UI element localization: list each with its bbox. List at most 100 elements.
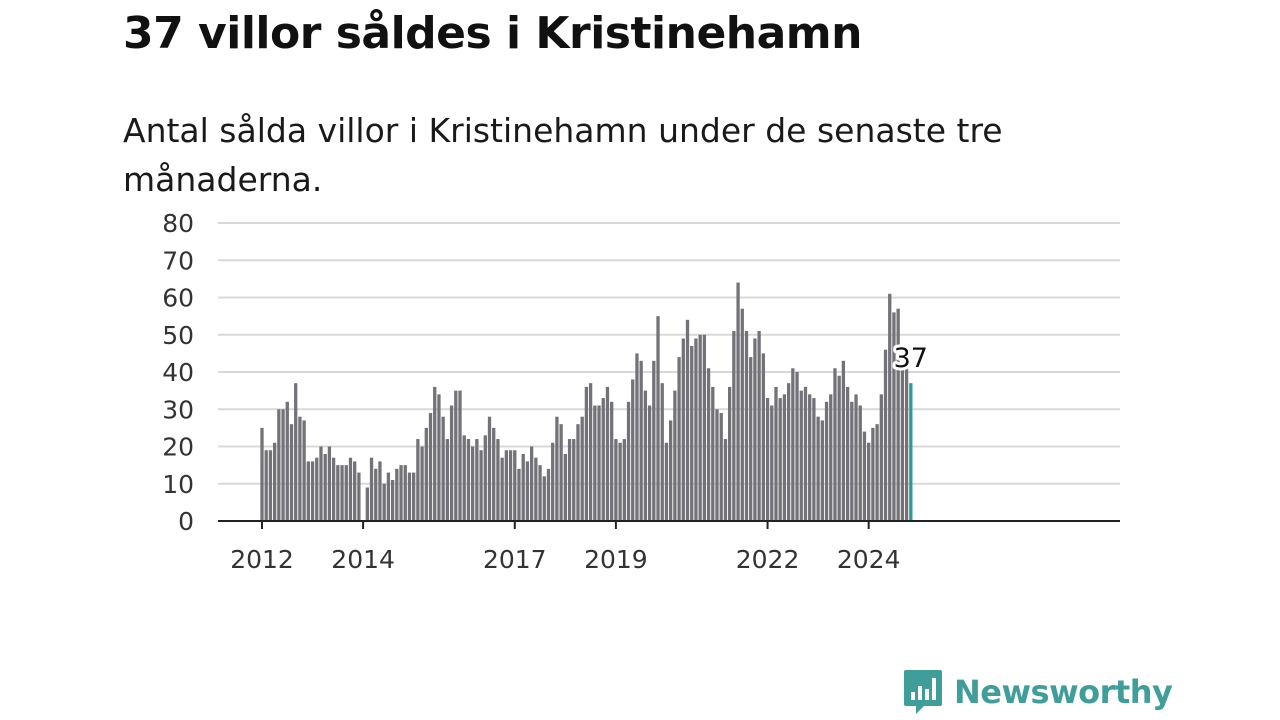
bar [867,442,871,521]
bar [584,386,589,521]
bar [534,457,538,521]
bar [538,465,542,522]
bar [816,416,820,521]
bar [399,465,403,522]
bar [268,450,273,521]
bar [517,468,521,521]
bar [702,334,707,521]
bar [496,439,500,521]
bar [820,420,824,521]
y-tick-label: 80 [162,209,194,238]
bar [647,405,652,521]
bar [643,390,648,522]
gridlines [218,222,1120,485]
bar [487,416,492,521]
y-tick-label: 20 [162,433,194,462]
bar [479,450,483,521]
highlight-annotation: 37 [891,340,931,377]
bar [833,368,837,521]
bar [669,420,673,521]
bar [850,401,854,521]
bar [504,450,508,521]
bar [353,461,357,521]
bar [428,412,433,521]
bar [664,442,669,521]
bar [395,468,399,521]
bar [673,390,677,522]
bar [690,345,694,521]
bar [782,394,787,521]
bar [416,439,420,521]
bar [559,424,563,521]
bar [336,465,340,522]
bar [260,427,264,522]
bar [310,461,315,521]
chart-title: 37 villor såldes i Kristinehamn [123,8,862,59]
bar [374,468,378,521]
bar [808,394,812,521]
bar [845,386,850,521]
bar [445,439,450,521]
bar [466,439,471,521]
bar [285,401,289,521]
bar [875,424,879,521]
x-tick-label: 2014 [331,545,395,574]
bar [449,405,454,521]
bar [622,439,626,521]
bar [719,412,723,521]
bar [749,357,753,521]
bar [513,450,517,521]
brand-name: Newsworthy [954,673,1173,711]
bar [412,472,416,521]
bar [458,390,462,522]
x-tick-label: 2017 [483,545,547,574]
y-tick-label: 40 [162,358,194,387]
bar [420,446,424,521]
bar [403,465,407,522]
bar [277,409,281,521]
bar [551,442,555,521]
y-axis-ticks: 0 10 20 30 40 50 60 70 80 [162,209,194,536]
bar [500,457,504,521]
bar [618,442,622,521]
bar [386,472,391,521]
bar [323,453,327,521]
bar [492,427,496,522]
bar [319,446,323,521]
bar [369,457,374,521]
bar [681,338,685,521]
bar [483,435,487,521]
x-tick-label: 2022 [736,545,800,574]
bar [424,427,428,522]
bar [454,390,458,522]
y-tick-label: 70 [162,246,194,275]
bar [904,368,909,521]
bar [740,308,744,521]
bar [896,308,900,521]
bar [706,368,711,521]
bar [365,487,369,521]
bar-chart-speech-icon [904,670,942,714]
bar [883,349,888,521]
bar [778,398,782,521]
y-tick-label: 50 [162,321,194,350]
bar [723,439,728,521]
bar [698,334,702,521]
bar [302,420,306,521]
bar [264,450,268,521]
bar [677,357,681,521]
bar [774,386,778,521]
bar [761,353,765,522]
bar [753,338,757,521]
bar [576,424,580,521]
bar [546,468,551,521]
bar [837,375,841,521]
bar [639,360,643,521]
bar [588,383,593,521]
bar [841,360,846,521]
bar [824,401,829,521]
bar [563,453,567,521]
bar [829,394,833,521]
bar [471,446,475,521]
